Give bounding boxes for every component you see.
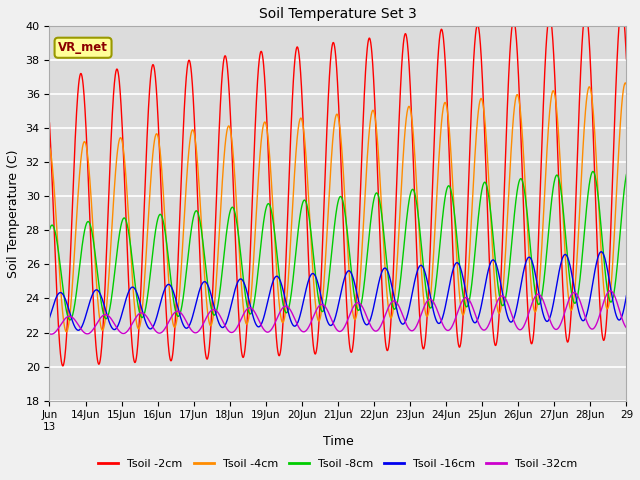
Tsoil -8cm <box>66 317 74 323</box>
Tsoil -16cm <box>326 323 334 328</box>
Tsoil -8cm <box>623 172 630 178</box>
Tsoil -16cm <box>45 315 53 321</box>
Tsoil -4cm <box>623 82 630 88</box>
Tsoil -4cm <box>311 296 319 302</box>
Tsoil -32cm <box>326 314 334 320</box>
Tsoil -4cm <box>621 80 629 86</box>
Line: Tsoil -2cm: Tsoil -2cm <box>49 7 627 366</box>
Tsoil -2cm <box>326 60 334 66</box>
Tsoil -4cm <box>326 172 334 178</box>
Tsoil -2cm <box>606 255 614 261</box>
Tsoil -4cm <box>500 273 508 279</box>
Tsoil -32cm <box>607 288 614 294</box>
Line: Tsoil -4cm: Tsoil -4cm <box>49 83 627 332</box>
Tsoil -2cm <box>45 120 53 126</box>
Line: Tsoil -16cm: Tsoil -16cm <box>49 252 627 330</box>
Tsoil -32cm <box>45 331 53 336</box>
Legend: Tsoil -2cm, Tsoil -4cm, Tsoil -8cm, Tsoil -16cm, Tsoil -32cm: Tsoil -2cm, Tsoil -4cm, Tsoil -8cm, Tsoi… <box>94 455 582 474</box>
Tsoil -16cm <box>607 283 614 289</box>
Tsoil -16cm <box>74 327 82 333</box>
Tsoil -16cm <box>598 249 605 254</box>
Tsoil -16cm <box>311 273 319 278</box>
Tsoil -8cm <box>311 268 319 274</box>
Tsoil -2cm <box>76 77 83 83</box>
X-axis label: Time: Time <box>323 435 353 448</box>
Tsoil -4cm <box>63 329 70 335</box>
Tsoil -8cm <box>606 298 614 304</box>
Tsoil -16cm <box>76 327 83 333</box>
Tsoil -2cm <box>311 351 319 357</box>
Line: Tsoil -32cm: Tsoil -32cm <box>49 291 627 334</box>
Y-axis label: Soil Temperature (C): Soil Temperature (C) <box>7 149 20 277</box>
Tsoil -8cm <box>326 263 334 269</box>
Tsoil -4cm <box>606 294 614 300</box>
Tsoil -2cm <box>618 4 626 10</box>
Tsoil -32cm <box>606 288 614 294</box>
Tsoil -2cm <box>606 248 614 253</box>
Tsoil -8cm <box>607 299 614 304</box>
Tsoil -32cm <box>606 288 614 294</box>
Tsoil -4cm <box>606 297 614 302</box>
Tsoil -4cm <box>76 176 83 182</box>
Tsoil -4cm <box>45 144 53 150</box>
Tsoil -8cm <box>76 267 83 273</box>
Line: Tsoil -8cm: Tsoil -8cm <box>49 171 627 320</box>
Text: VR_met: VR_met <box>58 41 108 54</box>
Tsoil -32cm <box>500 294 508 300</box>
Tsoil -32cm <box>47 331 55 337</box>
Tsoil -16cm <box>623 293 630 299</box>
Tsoil -16cm <box>500 299 508 304</box>
Tsoil -32cm <box>76 324 83 329</box>
Tsoil -8cm <box>500 301 508 307</box>
Tsoil -16cm <box>606 281 614 287</box>
Tsoil -32cm <box>623 325 630 331</box>
Tsoil -2cm <box>623 56 630 62</box>
Title: Soil Temperature Set 3: Soil Temperature Set 3 <box>259 7 417 21</box>
Tsoil -32cm <box>311 310 319 316</box>
Tsoil -8cm <box>589 168 596 174</box>
Tsoil -2cm <box>59 363 67 369</box>
Tsoil -2cm <box>500 194 508 200</box>
Tsoil -8cm <box>45 227 53 233</box>
